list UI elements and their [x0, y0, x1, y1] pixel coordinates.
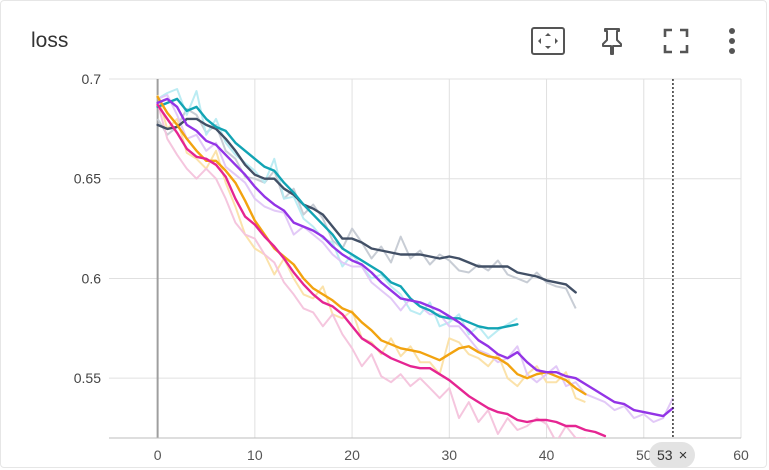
card-toolbar — [504, 23, 744, 59]
x-tick-label: 10 — [247, 447, 263, 463]
y-tick-label: 0.65 — [74, 171, 101, 187]
y-tick-label: 0.7 — [82, 71, 102, 87]
series-1-smoothed-line — [156, 97, 519, 330]
fullscreen-icon — [663, 28, 689, 54]
series-4-smoothed-line — [156, 97, 675, 418]
chart-title: loss — [31, 29, 69, 52]
x-tick-label: 20 — [344, 447, 360, 463]
pin-button[interactable] — [592, 23, 632, 59]
hover-step-chip: 53 × — [649, 442, 696, 468]
more-options-button[interactable] — [720, 23, 744, 59]
series-2-smoothed-line — [156, 95, 587, 396]
series-3-raw-line — [156, 102, 589, 438]
x-tick-label: 50 — [636, 447, 652, 463]
series-2-raw-line — [156, 94, 586, 404]
series-3-smoothed-line — [156, 103, 607, 438]
y-tick-label: 0.55 — [74, 370, 101, 386]
x-tick-label: 30 — [442, 447, 458, 463]
series-group — [156, 88, 675, 438]
close-icon[interactable]: × — [678, 446, 688, 464]
x-tick-label: 60 — [733, 447, 749, 463]
fit-domain-icon — [530, 26, 566, 56]
series-1-raw-line — [157, 88, 518, 340]
pin-icon — [600, 26, 624, 56]
series-0-raw-line — [156, 107, 577, 309]
hover-step-label: 53 — [657, 447, 673, 463]
series-0-smoothed-line — [156, 117, 577, 294]
x-tick-label: 0 — [154, 447, 162, 463]
y-tick-label: 0.6 — [82, 270, 102, 286]
fit-domain-button[interactable] — [528, 23, 568, 59]
fullscreen-button[interactable] — [656, 23, 696, 59]
more-vert-icon — [728, 27, 736, 55]
x-tick-label: 40 — [539, 447, 555, 463]
series-4-raw-line — [157, 94, 674, 423]
